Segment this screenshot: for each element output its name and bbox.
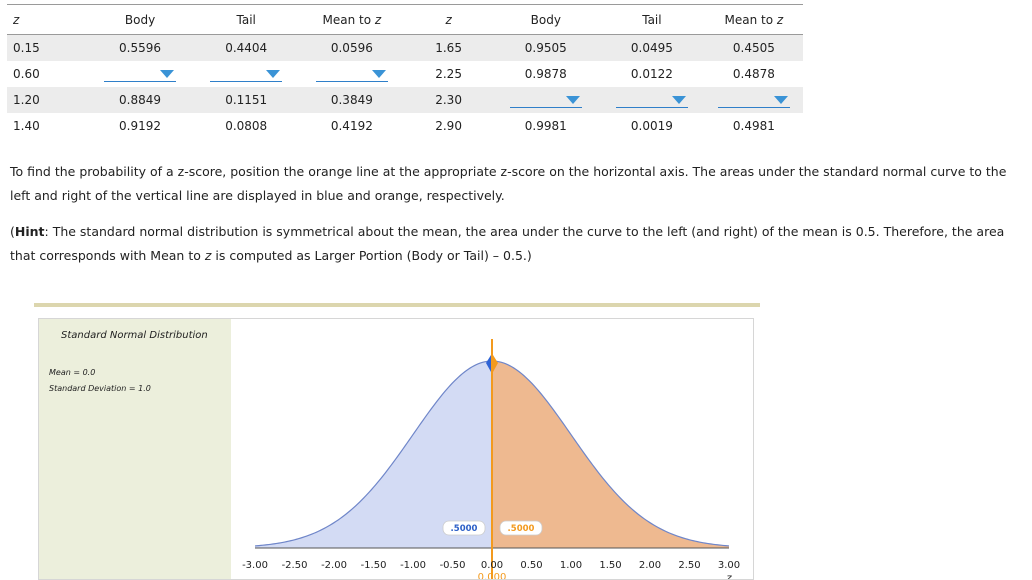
right-area-region — [492, 361, 729, 548]
right-area-value-box — [499, 520, 543, 536]
tool-sidebar: Standard Normal Distribution Mean = 0.0 … — [39, 319, 231, 579]
mean-to-z-cell — [704, 87, 803, 113]
tail-cell — [599, 87, 705, 113]
tail-dropdown[interactable] — [210, 67, 283, 82]
header-tail-left: Tail — [193, 4, 300, 35]
tail-dropdown[interactable] — [615, 93, 688, 108]
x-tick-label: -1.50 — [361, 560, 387, 571]
mean-to-z-dropdown[interactable] — [717, 93, 790, 108]
table-row: 0.15 0.5596 0.4404 0.0596 1.65 0.9505 0.… — [7, 34, 803, 61]
tool-divider — [34, 303, 760, 307]
x-tick-label: 2.50 — [678, 560, 700, 571]
dropdown-arrow-icon — [266, 69, 281, 78]
mean-to-z-cell: 0.4505 — [704, 34, 803, 61]
mean-to-z-cell: 0.4192 — [330, 119, 373, 133]
mean-to-z-cell: 0.4981 — [732, 119, 775, 133]
z-cell: 0.60 — [13, 67, 40, 81]
header-body-right: Body — [492, 4, 600, 35]
z-cell: 1.40 — [13, 119, 40, 133]
body-cell — [492, 87, 600, 113]
table-header-row: z Body Tail Mean to z z Body Tail Mean t… — [7, 4, 803, 35]
header-z-left: z — [7, 4, 87, 35]
x-tick-label: 1.50 — [599, 560, 621, 571]
x-tick-label: -2.50 — [282, 560, 308, 571]
header-body-left: Body — [86, 4, 194, 35]
dropdown-arrow-icon — [565, 95, 580, 104]
tail-cell: 0.0122 — [630, 67, 673, 81]
tail-cell: 0.4404 — [193, 34, 300, 61]
sd-label: Standard Deviation = 1.0 — [49, 384, 151, 393]
x-tick-label: -3.00 — [242, 560, 268, 571]
z-score-table: z Body Tail Mean to z z Body Tail Mean t… — [7, 4, 803, 139]
table-row: 1.40 0.9192 0.0808 0.4192 2.90 0.9981 0.… — [7, 113, 803, 139]
body-cell: 0.8849 — [86, 87, 194, 113]
dropdown-arrow-icon — [371, 69, 386, 78]
right-drag-handle-icon — [493, 355, 498, 372]
header-tail-right: Tail — [599, 4, 705, 35]
body-dropdown[interactable] — [104, 67, 177, 82]
mean-to-z-cell: 0.4878 — [732, 67, 775, 81]
tail-cell: 0.0495 — [599, 34, 705, 61]
header-mean-left: Mean to z — [299, 4, 405, 35]
mean-to-z-cell: 0.0596 — [299, 34, 405, 61]
mean-label: Mean = 0.0 — [49, 368, 96, 377]
x-tick-label: 0.00 — [481, 560, 503, 571]
tail-cell: 0.1151 — [193, 87, 300, 113]
instructions-text: To find the probability of a z-score, po… — [10, 164, 1007, 203]
z-cell: 2.30 — [404, 87, 493, 113]
dropdown-arrow-icon — [671, 95, 686, 104]
z-axis-label: z — [725, 573, 732, 579]
table-row: 1.20 0.8849 0.1151 0.3849 2.30 — [7, 87, 803, 113]
tool-title: Standard Normal Distribution — [61, 330, 208, 341]
z-cell: 0.15 — [7, 34, 87, 61]
body-cell: 0.9981 — [524, 119, 567, 133]
body-cell: 0.5596 — [86, 34, 194, 61]
x-tick-label: -2.00 — [321, 560, 347, 571]
body-cell: 0.9192 — [119, 119, 162, 133]
x-tick-label: -1.00 — [400, 560, 426, 571]
left-drag-handle-icon — [486, 355, 491, 372]
table-row: 0.60 2.25 0.9878 0.0122 0.4878 — [7, 61, 803, 87]
hint-label: Hint — [14, 224, 45, 239]
mean-to-z-cell: 0.3849 — [299, 87, 405, 113]
mean-to-z-dropdown[interactable] — [315, 67, 388, 82]
hint-text: (Hint: The standard normal distribution … — [10, 224, 1005, 263]
body-cell — [87, 61, 194, 87]
dropdown-arrow-icon — [160, 69, 175, 78]
body-cell: 0.9505 — [492, 34, 600, 61]
tail-cell: 0.0019 — [630, 119, 673, 133]
left-area-value: .5000 — [451, 524, 478, 534]
normal-distribution-tool: Standard Normal Distribution Mean = 0.0 … — [38, 318, 754, 580]
z-cell: 2.25 — [435, 67, 462, 81]
body-dropdown[interactable] — [509, 93, 582, 108]
tail-cell: 0.0808 — [225, 119, 268, 133]
right-area-value: .5000 — [508, 524, 535, 534]
x-tick-label: 2.00 — [639, 560, 661, 571]
z-cell: 1.20 — [7, 87, 87, 113]
z-value-readout: 0.000 — [478, 572, 507, 579]
z-cell: 2.90 — [435, 119, 462, 133]
left-area-region — [255, 361, 492, 548]
header-mean-right: Mean to z — [704, 4, 803, 35]
tail-cell — [193, 61, 299, 87]
x-tick-label: 3.00 — [718, 560, 740, 571]
x-tick-label: 1.00 — [560, 560, 582, 571]
x-tick-label: 0.50 — [520, 560, 542, 571]
body-cell: 0.9878 — [524, 67, 567, 81]
normal-curve-chart: .5000 .5000 -3.00 -2.50 -2.00 -1.50 -1.00 -0.50… — [242, 339, 740, 579]
z-cell: 1.65 — [404, 34, 493, 61]
dropdown-arrow-icon — [773, 95, 788, 104]
x-tick-label: -0.50 — [440, 560, 466, 571]
left-area-value-box — [442, 520, 486, 536]
mean-to-z-cell — [299, 61, 405, 87]
header-z-right: z — [404, 4, 493, 35]
